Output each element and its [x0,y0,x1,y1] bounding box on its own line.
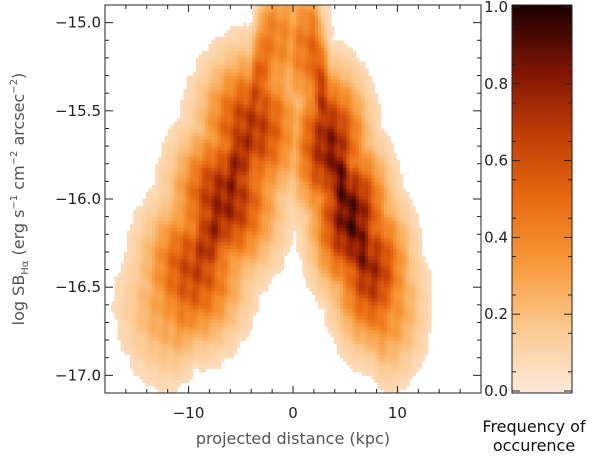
y-tick-label: −17.0 [55,366,101,384]
colorbar-title-line-1: Frequency of [482,417,586,436]
colorbar-tick-label: 0.4 [484,228,508,246]
colorbar-tick-label: 0.0 [484,382,508,400]
colorbar-ticks: 0.0 0.2 0.4 0.6 0.8 1.0 [484,0,572,400]
x-tick-label: −10 [173,404,205,422]
x-tick-label: 10 [388,404,407,422]
colorbar [511,4,573,394]
x-tick-label: 0 [288,404,298,422]
heatmap-density [111,5,432,393]
y-tick-label: −16.5 [55,278,101,296]
colorbar-tick-label: 0.6 [484,152,508,170]
colorbar-title-line-2: occurence [493,436,575,455]
y-tick-label: −16.0 [55,190,101,208]
y-tick-label: −15.0 [55,14,101,32]
colorbar-tick-label: 0.2 [484,305,508,323]
colorbar-tick-label: 0.8 [484,75,508,93]
x-axis-ticks: −10 0 10 [104,5,482,422]
colorbar-tick-label: 1.0 [484,0,508,16]
x-axis-title: projected distance (kpc) [196,429,390,448]
y-tick-label: −15.5 [55,102,101,120]
y-axis-ticks: −15.0 −15.5 −16.0 −16.5 −17.0 [55,4,481,394]
y-axis-title: log SBHα (erg s−1 cm−2 arcsec−2) [9,73,31,326]
